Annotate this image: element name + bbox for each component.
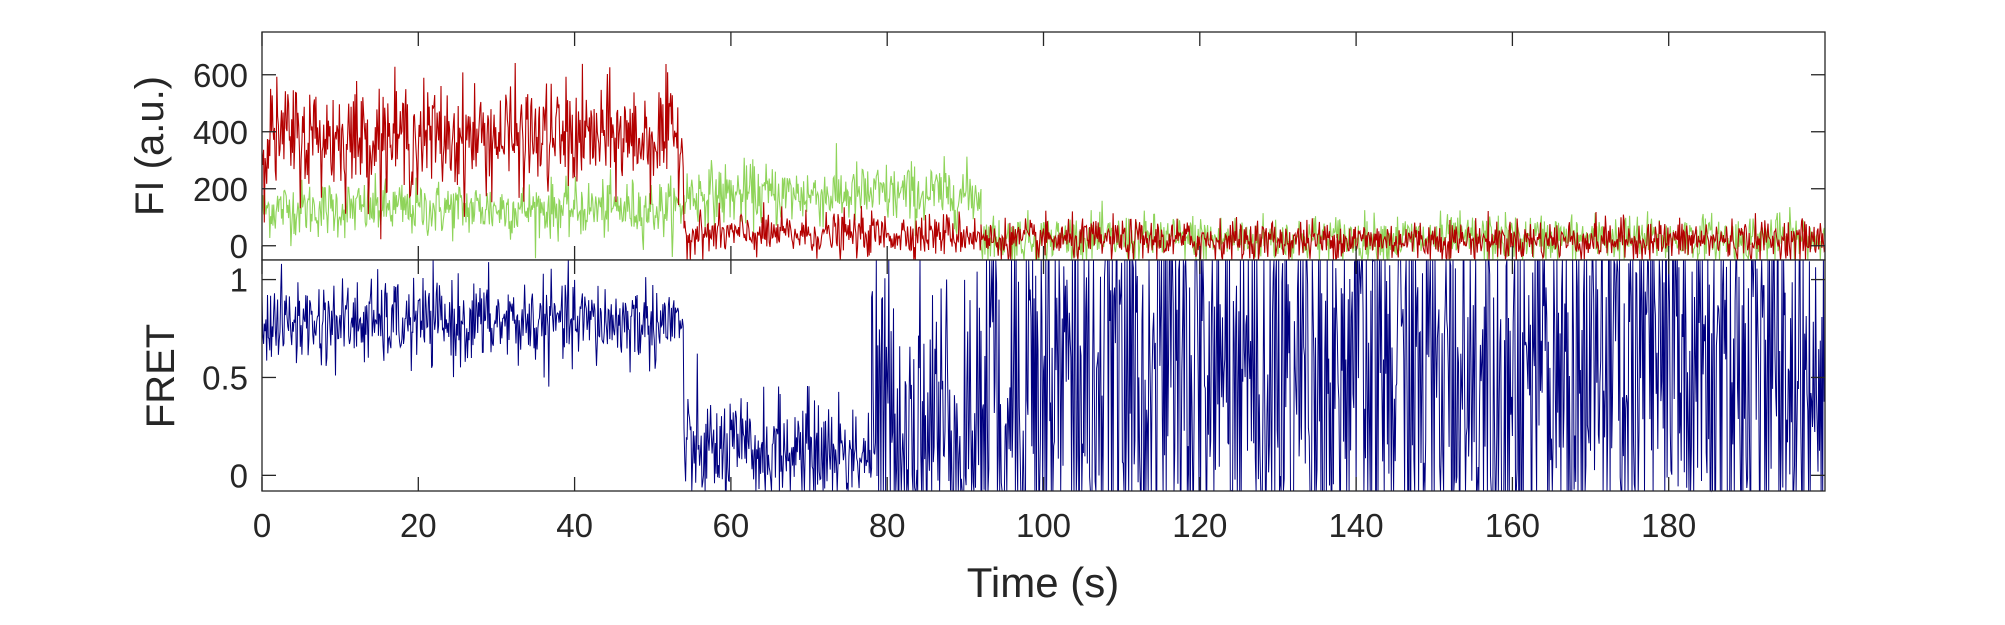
x-tick-label: 20 bbox=[400, 507, 437, 544]
x-tick-label: 140 bbox=[1329, 507, 1384, 544]
y-tick-label: 400 bbox=[193, 114, 248, 151]
y-tick-label: 1 bbox=[230, 262, 248, 299]
fluorescence-panel: 0 200 400 600 FI (a.u.) bbox=[128, 31, 1826, 265]
x-tick-label: 120 bbox=[1172, 507, 1227, 544]
y-tick-label: 0 bbox=[230, 228, 248, 265]
fluorescence-series-group bbox=[261, 62, 1826, 262]
fluorescence-x-ticks bbox=[261, 32, 1670, 260]
x-tick-label: 100 bbox=[1016, 507, 1071, 544]
y-tick-label: 0.5 bbox=[202, 359, 248, 396]
fret-x-ticks: 0 20 40 60 80 100 120 140 160 180 bbox=[253, 260, 1696, 544]
y-tick-label: 200 bbox=[193, 171, 248, 208]
x-tick-label: 180 bbox=[1641, 507, 1696, 544]
x-tick-label: 0 bbox=[253, 507, 271, 544]
fluorescence-y-ticks: 0 200 400 600 bbox=[193, 57, 1825, 265]
fluorescence-plot-area bbox=[262, 32, 1825, 260]
trace-series-0-1 bbox=[261, 62, 1826, 261]
fret-y-axis-label: FRET bbox=[139, 324, 183, 428]
x-tick-label: 160 bbox=[1485, 507, 1540, 544]
fret-y-ticks: 00.51 bbox=[202, 262, 1825, 494]
time-x-axis-label: Time (s) bbox=[967, 559, 1119, 606]
y-tick-label: 0 bbox=[230, 457, 248, 494]
x-tick-label: 60 bbox=[713, 507, 750, 544]
fluorescence-y-axis-label: FI (a.u.) bbox=[128, 76, 172, 216]
x-tick-label: 40 bbox=[556, 507, 593, 544]
x-tick-label: 80 bbox=[869, 507, 906, 544]
y-tick-label: 600 bbox=[193, 57, 248, 94]
fret-panel: 00.51 0 20 40 60 80 100 120 140 160 180 FRET Time… bbox=[139, 258, 1826, 606]
